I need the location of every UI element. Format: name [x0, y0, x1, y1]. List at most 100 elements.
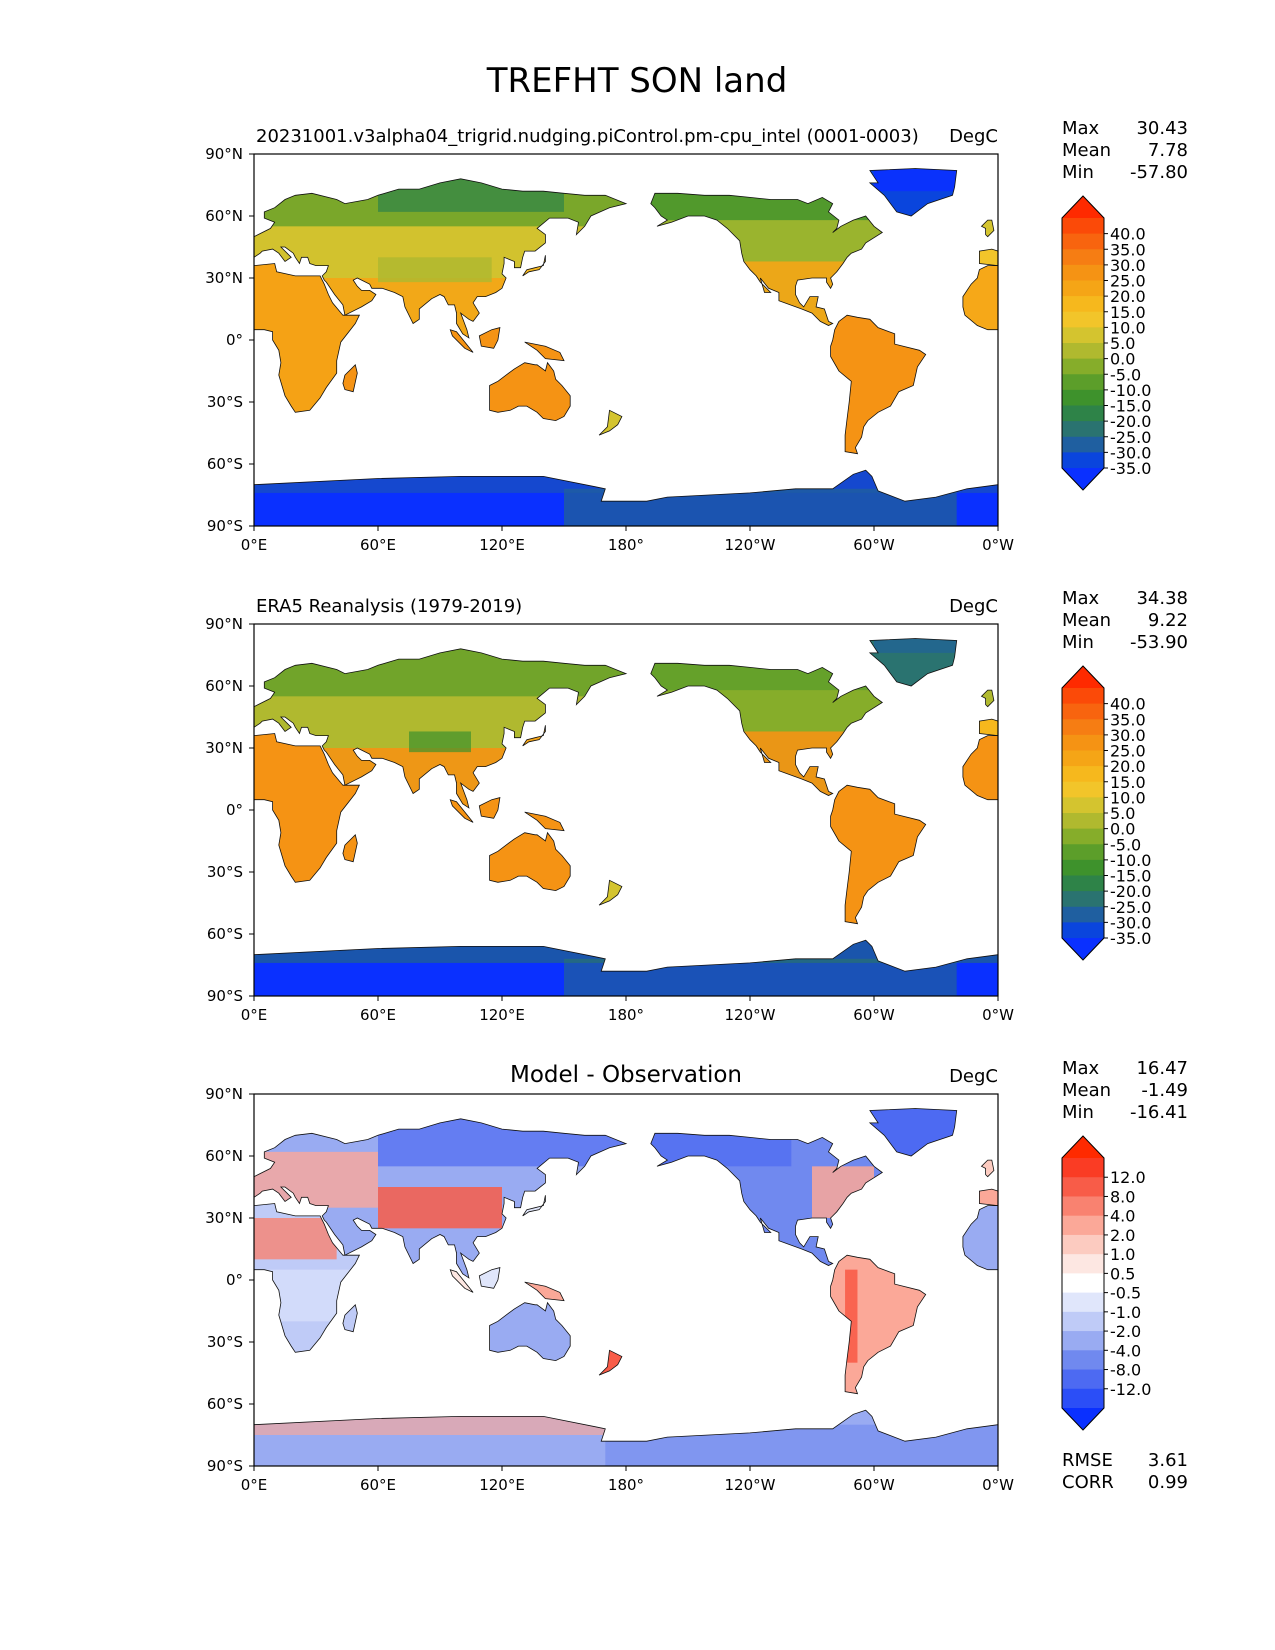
colorbar-tick-label: 0.0 [1110, 820, 1135, 839]
lon-tick-label: 60°W [853, 536, 895, 554]
stat-value: 3.61 [1148, 1450, 1188, 1471]
colorbar-tick-label: 20.0 [1110, 757, 1146, 776]
colorbar-segment [1062, 703, 1104, 720]
stat-label: Max [1062, 118, 1100, 139]
landmass-britain [981, 1160, 994, 1177]
colorbar-segment [1062, 249, 1104, 266]
coastline-australia [489, 361, 571, 422]
lat-tick-label: 30°S [207, 1333, 243, 1351]
stat-value: -53.90 [1130, 632, 1188, 653]
landmass-wafrica [962, 265, 998, 330]
lon-tick-label: 60°W [853, 1006, 895, 1024]
colorbar-extend-min [1062, 938, 1104, 960]
lat-tick-label: 60°N [205, 677, 243, 695]
lat-tick-label: 60°S [207, 1395, 243, 1413]
stat-value: 9.22 [1148, 610, 1188, 631]
lon-tick-label: 120°W [725, 536, 776, 554]
colorbar-tick-label: -8.0 [1110, 1361, 1141, 1380]
coastline-japan [522, 255, 546, 277]
landmass-nz [599, 880, 622, 906]
coastline-wafrica [962, 735, 998, 801]
colorbar-segment [1062, 922, 1104, 939]
landmass-britain [981, 220, 994, 237]
colorbar-tick-label: 35.0 [1110, 240, 1146, 259]
colorbar-segment [1062, 1369, 1104, 1390]
colorbar-segment [1062, 296, 1104, 313]
colorbar-segment [1062, 264, 1104, 281]
coastline-greenland [868, 638, 958, 687]
colorbar-tick-label: 10.0 [1110, 788, 1146, 807]
landmass-borneo [479, 797, 500, 819]
colorbar-segment [1062, 218, 1104, 235]
colorbar-segment [1062, 1196, 1104, 1217]
colorbar-tick-label: -10.0 [1110, 851, 1151, 870]
lon-tick-label: 120°E [479, 1006, 525, 1024]
coastline-iberia [979, 1188, 998, 1207]
stat-value: 7.78 [1148, 140, 1188, 161]
colorbar-tick-label: 4.0 [1110, 1207, 1135, 1226]
colorbar-segment [1062, 766, 1104, 783]
colorbar-segment [1062, 719, 1104, 736]
coastline-eurasia [254, 178, 628, 339]
coastline-sumatra [449, 329, 474, 353]
lon-tick-label: 60°E [360, 536, 396, 554]
lon-tick-label: 0°E [241, 536, 268, 554]
colorbar-segment [1062, 875, 1104, 892]
colorbar-segment [1062, 688, 1104, 705]
coastline-greenland [868, 1108, 958, 1157]
colorbar-segment [1062, 797, 1104, 814]
colorbar-segment [1062, 452, 1104, 469]
colorbar-tick-label: -10.0 [1110, 381, 1151, 400]
colorbar-extend-max [1062, 666, 1104, 688]
landmass-nz [599, 1350, 622, 1376]
landmass-iberia [979, 249, 998, 266]
coastline-britain [980, 1159, 995, 1178]
colorbar-segment [1062, 859, 1104, 876]
colorbar-segment [1062, 1234, 1104, 1255]
coastline-iberia [979, 718, 998, 737]
colorbar: 40.035.030.025.020.015.010.05.00.0-5.0-1… [1061, 665, 1151, 961]
coastline-antarctica [254, 1409, 998, 1466]
coastline-britain [980, 689, 995, 708]
landmass-borneo [479, 327, 500, 349]
colorbar-segment [1062, 374, 1104, 391]
colorbar-tick-label: -15.0 [1110, 397, 1151, 416]
colorbar-segment [1062, 1331, 1104, 1351]
colorbar-tick-label: 30.0 [1110, 726, 1146, 745]
lat-tick-label: 30°N [205, 269, 243, 287]
panel-title: 20231001.v3alpha04_trigrid.nudging.piCon… [256, 126, 919, 147]
colorbar-segment [1062, 389, 1104, 406]
colorbar-segment [1062, 891, 1104, 908]
colorbar-tick-label: 25.0 [1110, 272, 1146, 291]
lat-tick-label: 60°S [207, 455, 243, 473]
colorbar: 40.035.030.025.020.015.010.05.00.0-5.0-1… [1061, 195, 1151, 491]
lat-tick-label: 90°N [205, 145, 243, 163]
coastline-borneo [478, 1267, 501, 1289]
coastline-africa [254, 733, 361, 883]
colorbar-segment [1062, 1273, 1104, 1294]
coastline-africa [254, 1203, 361, 1353]
stat-label: Mean [1062, 610, 1111, 631]
colorbar-segment [1062, 813, 1104, 830]
coastline-borneo [478, 797, 501, 819]
colorbar-segment [1062, 280, 1104, 297]
colorbar-tick-label: -35.0 [1110, 459, 1151, 478]
colorbar-segment [1062, 436, 1104, 453]
colorbar-segment [1062, 311, 1104, 328]
lon-tick-label: 60°E [360, 1476, 396, 1494]
lat-tick-label: 30°S [207, 393, 243, 411]
landmass-namerica [650, 193, 883, 326]
stat-value: -57.80 [1130, 162, 1188, 183]
landmass-iberia [979, 719, 998, 736]
colorbar-segment [1062, 1177, 1104, 1197]
colorbar-tick-label: -35.0 [1110, 929, 1151, 948]
lat-tick-label: 30°S [207, 863, 243, 881]
colorbar-segment [1062, 421, 1104, 438]
map-panel-diff: 90°N 60°N 30°N 0° 30°S 60°S 90°S0°E 60°E 120°E 18… [205, 1058, 1188, 1494]
colorbar-tick-label: 30.0 [1110, 256, 1146, 275]
stat-label: Mean [1062, 1080, 1111, 1101]
landmass-madagascar [342, 364, 358, 392]
lon-tick-label: 0°W [982, 536, 1014, 554]
lat-tick-label: 30°N [205, 1209, 243, 1227]
landmass-samerica [830, 785, 926, 924]
